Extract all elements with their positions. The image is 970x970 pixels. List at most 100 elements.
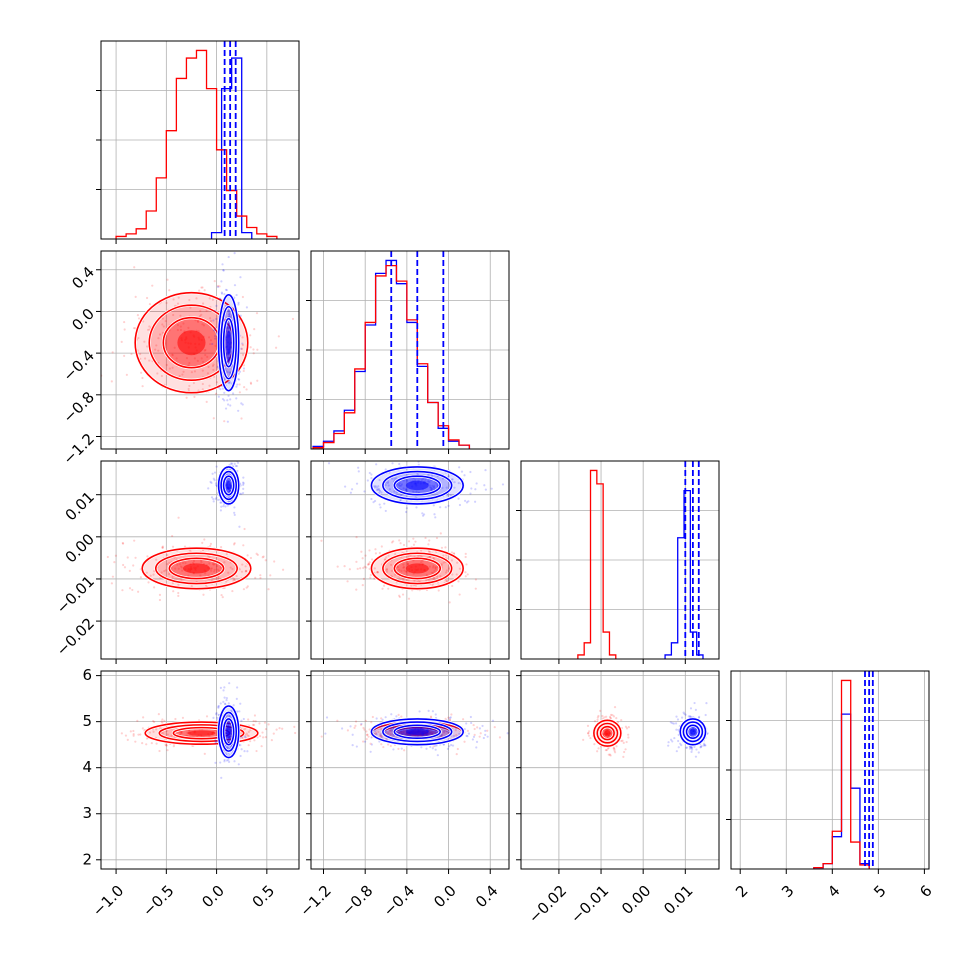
scatter-point-red xyxy=(173,346,176,349)
scatter-point-red xyxy=(143,340,146,343)
scatter-point-red xyxy=(462,718,465,721)
scatter-point-red xyxy=(213,563,216,566)
contour-red xyxy=(134,291,249,394)
scatter-point-red xyxy=(320,539,323,542)
scatter-point-blue xyxy=(227,721,230,724)
scatter-point-red xyxy=(259,576,262,580)
scatter-point-red xyxy=(413,579,416,582)
scatter-point-red xyxy=(609,754,612,757)
scatter-point-red xyxy=(252,348,255,351)
scatter-point-red xyxy=(137,336,140,340)
scatter-point-red xyxy=(474,578,478,581)
scatter-point-red xyxy=(370,558,374,561)
scatter-point-blue xyxy=(705,702,708,705)
scatter-point-blue xyxy=(704,744,707,747)
scatter-point-blue xyxy=(357,466,360,469)
scatter-point-blue xyxy=(220,501,223,504)
scatter-point-red xyxy=(163,569,166,573)
scatter-point-red xyxy=(163,719,166,722)
scatter-point-blue xyxy=(324,732,327,735)
scatter-point-blue xyxy=(703,744,706,747)
scatter-point-red xyxy=(389,729,392,732)
scatter-point-blue xyxy=(226,356,229,359)
scatter-point-blue xyxy=(211,342,214,346)
scatter-point-blue xyxy=(453,481,456,484)
scatter-point-red xyxy=(432,571,435,575)
scatter-point-blue xyxy=(679,742,682,745)
scatter-point-blue xyxy=(214,738,217,742)
scatter-point-red xyxy=(189,550,192,553)
scatter-point-red xyxy=(151,284,154,287)
scatter-point-red xyxy=(243,386,246,389)
scatter-point-red xyxy=(201,286,204,289)
density-fill-red xyxy=(177,330,206,356)
scatter-point-red xyxy=(215,564,219,568)
scatter-point-red xyxy=(354,720,358,723)
scatter-point-blue xyxy=(703,742,706,745)
scatter-point-red xyxy=(433,570,436,573)
contour-blue xyxy=(217,293,240,392)
scatter-point-red xyxy=(180,578,183,581)
scatter-point-blue xyxy=(434,748,437,751)
scatter-point-red xyxy=(203,538,206,541)
scatter-point-red xyxy=(370,721,373,724)
scatter-point-red xyxy=(249,381,253,384)
scatter-point-blue xyxy=(233,511,236,514)
scatter-point-red xyxy=(156,372,159,375)
scatter-point-red xyxy=(624,748,627,751)
scatter-point-red xyxy=(244,727,247,730)
scatter-point-red xyxy=(498,736,502,739)
scatter-point-blue xyxy=(226,326,229,329)
scatter-point-blue xyxy=(227,358,230,362)
scatter-point-blue xyxy=(364,455,366,457)
scatter-point-blue xyxy=(370,497,373,501)
scatter-point-blue xyxy=(220,280,223,283)
scatter-point-red xyxy=(164,569,167,572)
scatter-point-blue xyxy=(224,407,228,410)
scatter-point-red xyxy=(247,734,250,738)
contour-red xyxy=(382,552,453,585)
histogram-red xyxy=(312,264,471,449)
scatter-point-blue xyxy=(228,489,231,492)
scatter-point-blue xyxy=(212,319,215,322)
scatter-point-blue xyxy=(219,501,222,504)
scatter-point-blue xyxy=(387,480,390,483)
scatter-point-blue xyxy=(422,734,426,737)
scatter-point-red xyxy=(360,550,363,553)
contour-blue xyxy=(685,724,701,740)
scatter-point-red xyxy=(245,586,248,589)
scatter-point-red xyxy=(376,571,379,574)
x-tick-label: 0.0 xyxy=(198,882,228,912)
scatter-point-blue xyxy=(386,481,389,485)
scatter-point-red xyxy=(454,729,457,732)
scatter-point-red xyxy=(262,555,265,558)
scatter-point-blue xyxy=(223,399,226,402)
scatter-point-red xyxy=(202,593,205,596)
scatter-point-blue xyxy=(327,462,331,465)
scatter-point-blue xyxy=(457,497,460,500)
panel-frame xyxy=(310,250,510,450)
scatter-point-red xyxy=(225,580,228,583)
scatter-point-blue xyxy=(229,404,232,407)
scatter-point-red xyxy=(414,540,417,543)
scatter-point-blue xyxy=(431,487,434,490)
scatter-point-blue xyxy=(228,682,231,685)
scatter-point-red xyxy=(607,753,610,756)
scatter-point-red xyxy=(153,586,156,589)
scatter-point-red xyxy=(162,325,165,328)
scatter-point-blue xyxy=(233,252,236,255)
histogram-red xyxy=(115,49,278,239)
scatter-point-blue xyxy=(368,471,371,475)
scatter-point-blue xyxy=(677,746,680,749)
scatter-point-blue xyxy=(426,733,429,736)
scatter-point-red xyxy=(403,569,406,572)
scatter-point-blue xyxy=(222,700,225,703)
scatter-point-red xyxy=(379,733,382,736)
scatter-point-red xyxy=(231,589,234,593)
scatter-point-red xyxy=(428,539,431,542)
scatter-point-red xyxy=(407,562,410,566)
scatter-point-red xyxy=(448,601,451,604)
scatter-point-red xyxy=(425,579,428,582)
scatter-point-red xyxy=(432,556,435,560)
